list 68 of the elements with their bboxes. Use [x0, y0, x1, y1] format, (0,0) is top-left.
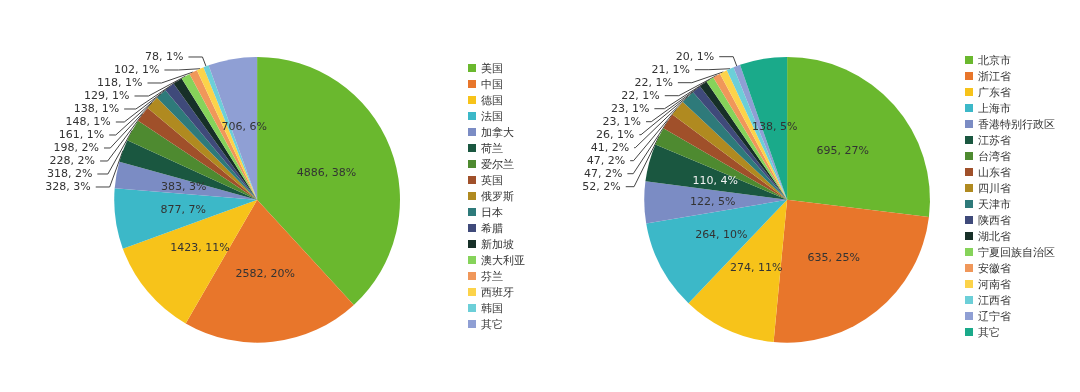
legend-label: 俄罗斯 — [481, 189, 514, 203]
data-label: 228, 2% — [49, 154, 96, 168]
data-label: 877, 7% — [160, 203, 207, 217]
data-label: 2582, 20% — [235, 267, 295, 281]
legend-label: 韩国 — [481, 301, 503, 315]
legend-label: 法国 — [481, 109, 503, 123]
data-label: 23, 1% — [602, 115, 642, 129]
legend-label: 澳大利亚 — [481, 253, 525, 267]
data-label: 274, 11% — [729, 260, 783, 274]
legend-label: 芬兰 — [481, 269, 503, 283]
data-label: 148, 1% — [65, 115, 111, 129]
data-label: 328, 3% — [45, 180, 91, 194]
data-label: 20, 1% — [675, 50, 715, 64]
legend-label: 山东省 — [978, 165, 1011, 179]
legend-label: 台湾省 — [978, 149, 1011, 163]
legend-label: 其它 — [481, 317, 503, 331]
data-label: 122, 5% — [689, 194, 736, 208]
legend-label: 中国 — [481, 77, 503, 91]
legend-label: 英国 — [481, 173, 503, 187]
data-label: 26, 1% — [595, 128, 635, 142]
data-label: 22, 1% — [634, 76, 673, 90]
data-label: 23, 1% — [610, 102, 650, 116]
legend-label: 宁夏回族自治区 — [978, 245, 1055, 259]
legend-label: 陕西省 — [978, 213, 1011, 227]
legend-label: 其它 — [978, 325, 1000, 339]
data-label: 383, 3% — [161, 180, 207, 194]
data-label: 138, 1% — [73, 102, 120, 116]
data-label: 695, 27% — [816, 143, 870, 157]
legend-label: 河南省 — [978, 277, 1011, 291]
legend-label: 辽宁省 — [978, 309, 1011, 323]
data-label: 47, 2% — [583, 167, 623, 181]
legend-label: 希腊 — [481, 221, 503, 235]
legend-label: 浙江省 — [978, 69, 1011, 83]
legend-label: 四川省 — [978, 181, 1011, 195]
legend-label: 加拿大 — [481, 125, 514, 139]
legend-label: 日本 — [481, 205, 503, 219]
data-label: 22, 1% — [621, 89, 660, 103]
data-label: 161, 1% — [58, 128, 105, 142]
data-label: 41, 2% — [590, 141, 630, 155]
data-label: 47, 2% — [586, 154, 626, 168]
data-label: 129, 1% — [84, 89, 130, 103]
legend-label: 新加坡 — [481, 237, 514, 251]
legend-label: 湖北省 — [978, 229, 1011, 243]
legend-label: 江苏省 — [978, 133, 1011, 147]
legend-label: 爱尔兰 — [481, 157, 514, 171]
data-label: 4886, 38% — [296, 166, 357, 180]
data-label: 110, 4% — [692, 173, 738, 187]
data-label: 264, 10% — [695, 228, 748, 242]
legend-label: 美国 — [481, 61, 503, 75]
data-label: 78, 1% — [144, 50, 184, 64]
data-label: 52, 2% — [582, 180, 621, 194]
data-label: 1423, 11% — [170, 241, 230, 255]
data-label: 118, 1% — [97, 76, 143, 90]
legend-label: 江西省 — [978, 293, 1011, 307]
legend-label: 荷兰 — [481, 141, 503, 155]
legend-label: 上海市 — [978, 101, 1011, 115]
data-label: 198, 2% — [53, 141, 99, 155]
legend-label: 香港特别行政区 — [978, 117, 1055, 131]
legend-label: 北京市 — [978, 53, 1011, 67]
data-label: 635, 25% — [807, 251, 860, 265]
legend-label: 西班牙 — [481, 285, 514, 299]
legend-label: 广东省 — [978, 85, 1011, 99]
legend-label: 天津市 — [978, 197, 1011, 211]
legend-label: 德国 — [481, 93, 503, 107]
legend-label: 安徽省 — [978, 261, 1011, 275]
data-label: 102, 1% — [113, 63, 160, 77]
data-label: 318, 2% — [46, 167, 93, 181]
data-label: 21, 1% — [651, 63, 690, 77]
